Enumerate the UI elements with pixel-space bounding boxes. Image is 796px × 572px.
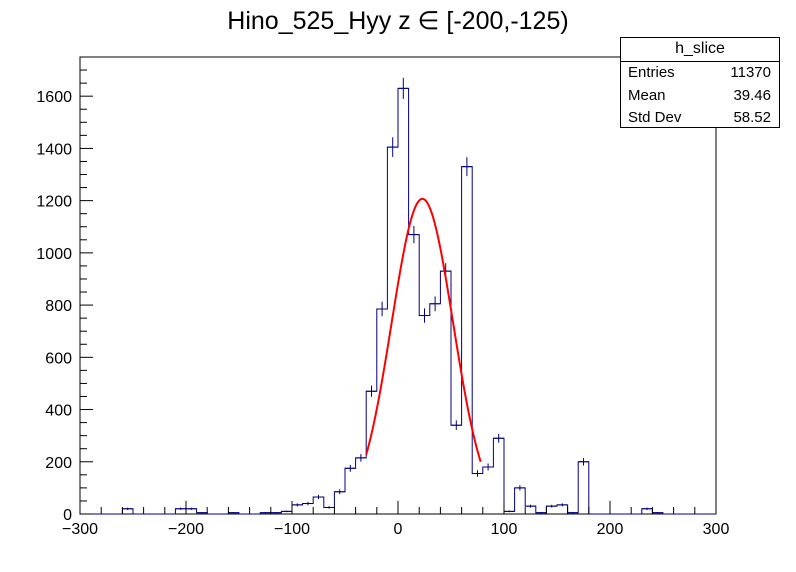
y-tick-label: 1200 <box>36 194 72 211</box>
stats-label: Entries <box>628 64 675 81</box>
y-tick-label: 1000 <box>36 246 72 263</box>
x-tick-label: 0 <box>394 521 403 538</box>
y-tick-label: 1600 <box>36 89 72 106</box>
histogram-outline <box>80 87 716 515</box>
x-tick-label: −200 <box>168 521 204 538</box>
stats-row-entries: Entries 11370 <box>621 62 779 85</box>
gaussian-fit <box>365 197 482 463</box>
stats-value: 58.52 <box>733 109 771 126</box>
stats-value: 39.46 <box>733 86 771 104</box>
x-tick-label: −300 <box>62 521 98 538</box>
histogram-series <box>80 77 716 515</box>
stats-row-stddev: Std Dev 58.52 <box>621 107 779 130</box>
x-tick-label: −100 <box>274 521 310 538</box>
stats-box: h_slice Entries 11370 Mean 39.46 Std Dev… <box>620 37 780 128</box>
y-tick-label: 0 <box>63 507 72 524</box>
x-tick-label: 300 <box>703 521 730 538</box>
y-tick-label: 800 <box>45 298 72 315</box>
y-tick-label: 200 <box>45 455 72 472</box>
y-tick-label: 1400 <box>36 141 72 158</box>
axes: −300 −200 −100 0 100 200 300 0 200 400 600 800 1000 1… <box>36 56 730 538</box>
stats-value: 11370 <box>730 64 771 81</box>
x-tick-label: 100 <box>491 521 518 538</box>
stats-row-mean: Mean 39.46 <box>621 85 779 108</box>
fit-curve <box>365 197 482 463</box>
stats-label: Std Dev <box>628 109 682 126</box>
stats-label: Mean <box>628 86 666 104</box>
x-tick-label: 200 <box>597 521 624 538</box>
stats-box-title: h_slice <box>621 38 779 62</box>
y-tick-label: 400 <box>45 403 72 420</box>
y-tick-label: 600 <box>45 350 72 367</box>
chart-title: Hino_525_Hyy z ∈ [-200,-125) <box>227 7 569 35</box>
